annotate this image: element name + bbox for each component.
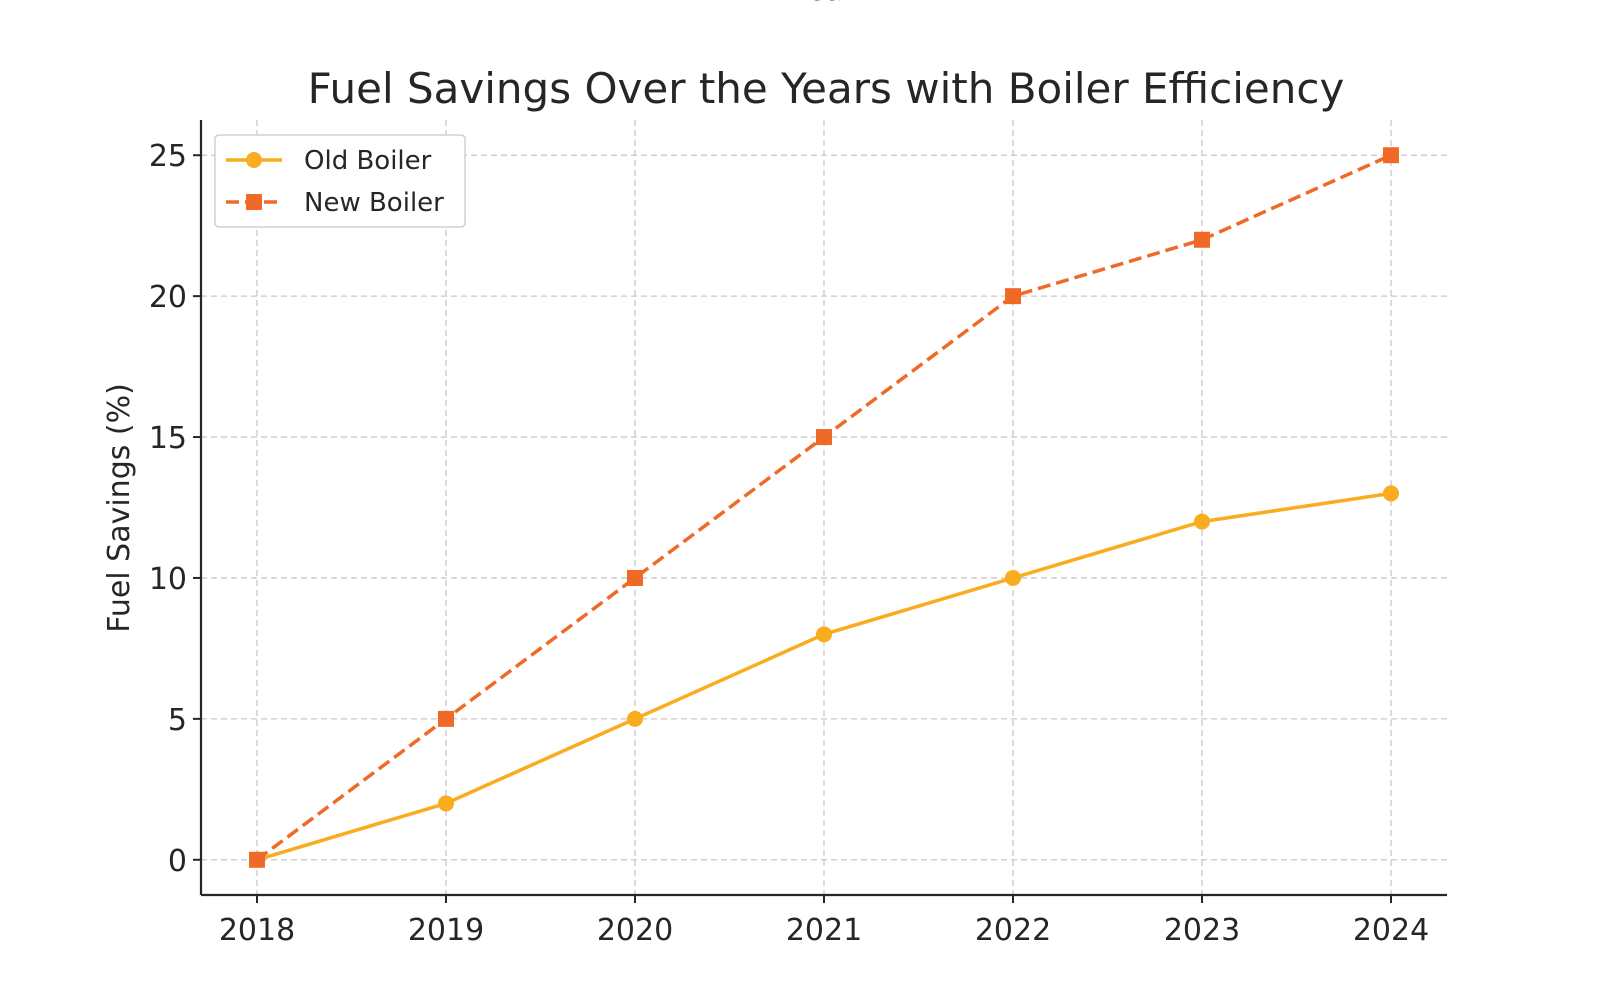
new-boiler-point: [627, 569, 643, 586]
chart-title: Fuel Savings Over the Years with Boiler …: [308, 64, 1345, 113]
y-tick-label: 25: [149, 139, 187, 174]
old-boiler-point: [1194, 513, 1210, 530]
new-boiler-point: [438, 710, 454, 727]
old-boiler-legend-label: Old Boiler: [304, 146, 432, 176]
legend: Old Boiler New Boiler: [214, 134, 466, 228]
series: [249, 147, 1399, 868]
new-boiler-legend-label: New Boiler: [304, 188, 444, 218]
new-boiler-point: [1383, 147, 1399, 164]
x-tick-label: 2024: [1353, 913, 1429, 948]
y-tick-label: 20: [149, 280, 187, 315]
old-boiler-point: [1383, 485, 1399, 502]
y-tick-label: 10: [149, 562, 187, 597]
x-tick-label: 2021: [786, 913, 862, 948]
new-boiler-point: [816, 429, 832, 446]
x-axis-label: Year: [791, 0, 856, 8]
new-boiler-point: [249, 851, 265, 868]
legend-box: [214, 134, 466, 228]
x-tick-label: 2023: [1164, 913, 1240, 948]
x-tick-label: 2018: [219, 913, 295, 948]
y-tick-label: 15: [149, 421, 187, 456]
old-boiler-point: [1005, 569, 1021, 586]
new-boiler-legend-marker: [246, 194, 262, 210]
y-tick-label: 5: [168, 703, 187, 738]
old-boiler-point: [438, 795, 454, 812]
y-tick-label: 0: [168, 844, 187, 879]
y-axis-label: Fuel Savings (%): [102, 383, 137, 633]
axes: [199, 120, 1447, 897]
new-boiler-point: [1194, 231, 1210, 248]
new-boiler-point: [1005, 288, 1021, 305]
old-boiler-legend-marker: [246, 152, 262, 168]
x-tick-label: 2022: [975, 913, 1051, 948]
grid: [201, 120, 1447, 895]
x-tick-label: 2019: [408, 913, 484, 948]
old-boiler-point: [627, 710, 643, 727]
x-tick-label: 2020: [597, 913, 673, 948]
ticks: 2018 2019 2020 2021 2022 2023 2024 0 5 10 15 20 25: [149, 139, 1429, 948]
old-boiler-point: [816, 626, 832, 643]
